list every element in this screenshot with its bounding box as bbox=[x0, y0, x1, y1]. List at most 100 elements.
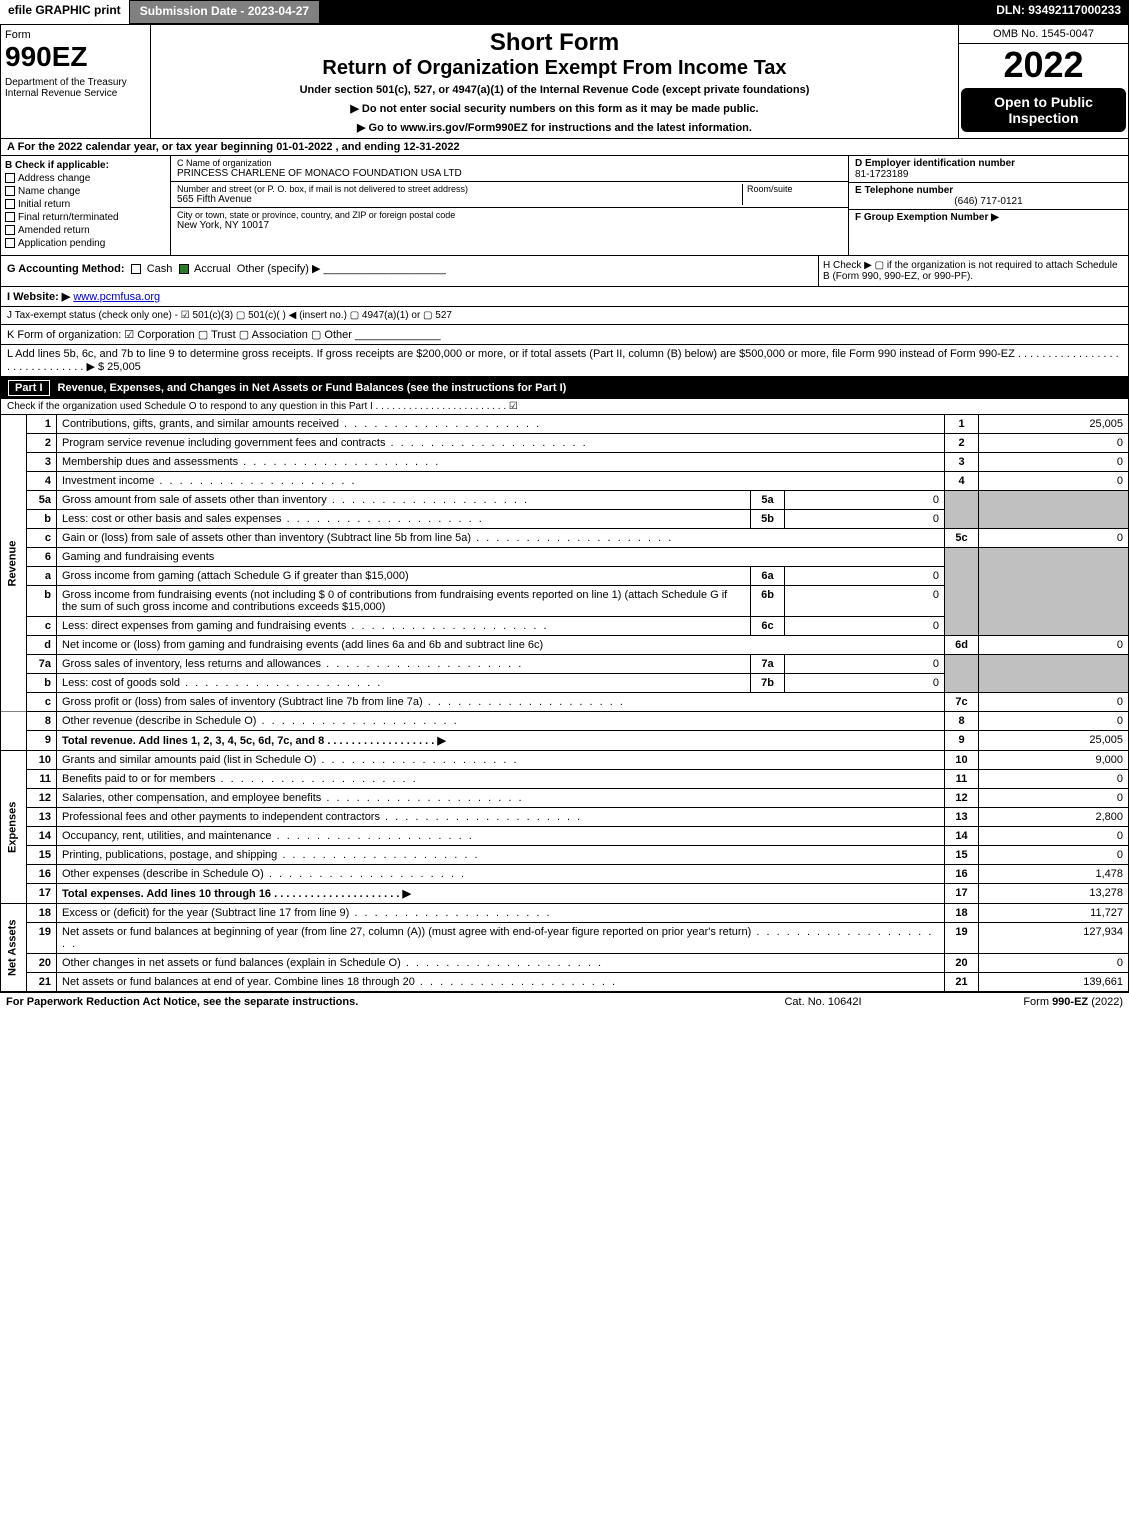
line-19: 19 Net assets or fund balances at beginn… bbox=[1, 923, 1129, 954]
group-exemption-cell: F Group Exemption Number ▶ bbox=[849, 210, 1128, 225]
chk-name-change[interactable]: Name change bbox=[5, 186, 166, 197]
chk-address-change[interactable]: Address change bbox=[5, 173, 166, 184]
line-17: 17 Total expenses. Add lines 10 through … bbox=[1, 884, 1129, 904]
line-3: 3 Membership dues and assessments 3 0 bbox=[1, 453, 1129, 472]
line-20: 20 Other changes in net assets or fund b… bbox=[1, 954, 1129, 973]
under-section: Under section 501(c), 527, or 4947(a)(1)… bbox=[155, 84, 954, 96]
submission-date: Submission Date - 2023-04-27 bbox=[129, 0, 320, 24]
phone-cell: E Telephone number (646) 717-0121 bbox=[849, 183, 1128, 210]
line-14: 14 Occupancy, rent, utilities, and maint… bbox=[1, 827, 1129, 846]
group-exemption-label: F Group Exemption Number ▶ bbox=[855, 212, 999, 223]
row-l-text: L Add lines 5b, 6c, and 7b to line 9 to … bbox=[7, 348, 1119, 373]
street-cell: Number and street (or P. O. box, if mail… bbox=[171, 182, 848, 208]
dln-label: DLN: 93492117000233 bbox=[988, 0, 1129, 24]
form-number: 990EZ bbox=[5, 41, 146, 73]
line-13: 13 Professional fees and other payments … bbox=[1, 808, 1129, 827]
room-label: Room/suite bbox=[747, 184, 842, 194]
line-4: 4 Investment income 4 0 bbox=[1, 472, 1129, 491]
footer-left: For Paperwork Reduction Act Notice, see … bbox=[6, 996, 723, 1008]
chk-cash[interactable] bbox=[131, 264, 141, 274]
ein-value: 81-1723189 bbox=[855, 169, 1122, 180]
org-name-label: C Name of organization bbox=[177, 158, 842, 168]
page-footer: For Paperwork Reduction Act Notice, see … bbox=[0, 992, 1129, 1011]
org-name: PRINCESS CHARLENE OF MONACO FOUNDATION U… bbox=[177, 168, 842, 179]
org-name-cell: C Name of organization PRINCESS CHARLENE… bbox=[171, 156, 848, 182]
website-link[interactable]: www.pcmfusa.org bbox=[73, 291, 160, 303]
department-label: Department of the Treasury Internal Reve… bbox=[5, 77, 146, 99]
website-label: I Website: ▶ bbox=[7, 291, 70, 303]
line-11: 11 Benefits paid to or for members 11 0 bbox=[1, 770, 1129, 789]
chk-application-pending[interactable]: Application pending bbox=[5, 238, 166, 249]
netassets-side-label: Net Assets bbox=[1, 904, 27, 992]
spacer bbox=[320, 0, 988, 24]
chk-amended-return[interactable]: Amended return bbox=[5, 225, 166, 236]
chk-initial-return[interactable]: Initial return bbox=[5, 199, 166, 210]
g-label: G Accounting Method: bbox=[7, 263, 125, 275]
tax-year: 2022 bbox=[959, 44, 1128, 86]
phone-value: (646) 717-0121 bbox=[855, 196, 1122, 207]
row-k-form-org: K Form of organization: ☑ Corporation ▢ … bbox=[0, 325, 1129, 345]
row-a-tax-year: A For the 2022 calendar year, or tax yea… bbox=[0, 139, 1129, 156]
form-word: Form bbox=[5, 29, 146, 41]
header-left: Form 990EZ Department of the Treasury In… bbox=[1, 25, 151, 138]
footer-right: Form 990-EZ (2022) bbox=[923, 996, 1123, 1008]
line-10: Expenses 10 Grants and similar amounts p… bbox=[1, 751, 1129, 770]
part-1-header: Part I Revenue, Expenses, and Changes in… bbox=[0, 377, 1129, 399]
city-state-zip: New York, NY 10017 bbox=[177, 220, 842, 231]
omb-number: OMB No. 1545-0047 bbox=[959, 25, 1128, 44]
instruction-goto[interactable]: ▶ Go to www.irs.gov/Form990EZ for instru… bbox=[155, 121, 954, 134]
open-inspection: Open to Public Inspection bbox=[961, 88, 1126, 132]
row-l-value: 25,005 bbox=[107, 361, 141, 373]
phone-label: E Telephone number bbox=[855, 185, 1122, 196]
part-1-num: Part I bbox=[8, 380, 50, 396]
short-form-title: Short Form bbox=[155, 29, 954, 57]
row-j-tax-exempt: J Tax-exempt status (check only one) - ☑… bbox=[0, 307, 1129, 325]
line-12: 12 Salaries, other compensation, and emp… bbox=[1, 789, 1129, 808]
line-5a: 5a Gross amount from sale of assets othe… bbox=[1, 491, 1129, 510]
ein-cell: D Employer identification number 81-1723… bbox=[849, 156, 1128, 183]
header-right: OMB No. 1545-0047 2022 Open to Public In… bbox=[958, 25, 1128, 138]
line-1: Revenue 1 Contributions, gifts, grants, … bbox=[1, 415, 1129, 434]
expenses-side-label: Expenses bbox=[1, 751, 27, 904]
section-b-header: B Check if applicable: bbox=[5, 160, 166, 171]
city-label: City or town, state or province, country… bbox=[177, 210, 842, 220]
line-2: 2 Program service revenue including gove… bbox=[1, 434, 1129, 453]
header-center: Short Form Return of Organization Exempt… bbox=[151, 25, 958, 138]
row-g-h: G Accounting Method: Cash Accrual Other … bbox=[0, 256, 1129, 287]
section-b-c-d-e-f: B Check if applicable: Address change Na… bbox=[0, 156, 1129, 256]
footer-center: Cat. No. 10642I bbox=[723, 996, 923, 1008]
accounting-method: G Accounting Method: Cash Accrual Other … bbox=[1, 256, 818, 286]
revenue-side-label: Revenue bbox=[1, 415, 27, 712]
row-l-gross-receipts: L Add lines 5b, 6c, and 7b to line 9 to … bbox=[0, 345, 1129, 377]
return-title: Return of Organization Exempt From Incom… bbox=[155, 57, 954, 80]
schedule-b-check: H Check ▶ ▢ if the organization is not r… bbox=[818, 256, 1128, 286]
form-header: Form 990EZ Department of the Treasury In… bbox=[0, 24, 1129, 139]
lines-table: Revenue 1 Contributions, gifts, grants, … bbox=[0, 415, 1129, 992]
line-9: 9 Total revenue. Add lines 1, 2, 3, 4, 5… bbox=[1, 731, 1129, 751]
street-address: 565 Fifth Avenue bbox=[177, 194, 742, 205]
line-7c: c Gross profit or (loss) from sales of i… bbox=[1, 693, 1129, 712]
ein-label: D Employer identification number bbox=[855, 158, 1122, 169]
line-5c: c Gain or (loss) from sale of assets oth… bbox=[1, 529, 1129, 548]
part-1-sub: Check if the organization used Schedule … bbox=[0, 399, 1129, 415]
section-d-e-f: D Employer identification number 81-1723… bbox=[848, 156, 1128, 255]
street-label: Number and street (or P. O. box, if mail… bbox=[177, 184, 742, 194]
line-6d: d Net income or (loss) from gaming and f… bbox=[1, 636, 1129, 655]
row-i-website: I Website: ▶ www.pcmfusa.org bbox=[0, 287, 1129, 307]
chk-final-return[interactable]: Final return/terminated bbox=[5, 212, 166, 223]
efile-label[interactable]: efile GRAPHIC print bbox=[0, 0, 129, 24]
city-cell: City or town, state or province, country… bbox=[171, 208, 848, 233]
line-6: 6 Gaming and fundraising events bbox=[1, 548, 1129, 567]
line-18: Net Assets 18 Excess or (deficit) for th… bbox=[1, 904, 1129, 923]
chk-accrual[interactable] bbox=[179, 264, 189, 274]
line-7a: 7a Gross sales of inventory, less return… bbox=[1, 655, 1129, 674]
instruction-ssn: ▶ Do not enter social security numbers o… bbox=[155, 102, 954, 115]
line-16: 16 Other expenses (describe in Schedule … bbox=[1, 865, 1129, 884]
line-21: 21 Net assets or fund balances at end of… bbox=[1, 973, 1129, 992]
section-c-org-info: C Name of organization PRINCESS CHARLENE… bbox=[171, 156, 848, 255]
section-b-checkboxes: B Check if applicable: Address change Na… bbox=[1, 156, 171, 255]
part-1-title: Revenue, Expenses, and Changes in Net As… bbox=[58, 382, 567, 394]
line-8: 8 Other revenue (describe in Schedule O)… bbox=[1, 712, 1129, 731]
line-15: 15 Printing, publications, postage, and … bbox=[1, 846, 1129, 865]
top-bar: efile GRAPHIC print Submission Date - 20… bbox=[0, 0, 1129, 24]
